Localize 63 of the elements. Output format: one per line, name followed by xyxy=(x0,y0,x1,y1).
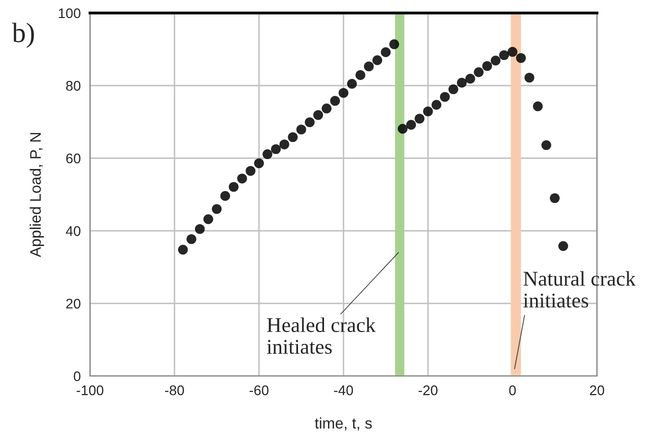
y-tick-label: 100 xyxy=(58,8,80,18)
point xyxy=(228,182,239,192)
point xyxy=(203,214,214,224)
point xyxy=(270,144,281,154)
point xyxy=(246,166,256,176)
point xyxy=(304,117,315,128)
point xyxy=(432,100,442,110)
x-tick-label: -100 xyxy=(76,385,104,396)
point xyxy=(532,101,543,112)
point xyxy=(406,120,416,130)
point xyxy=(338,88,348,98)
point xyxy=(465,74,476,84)
point xyxy=(482,61,492,71)
point xyxy=(296,124,306,134)
point xyxy=(380,47,391,58)
x-tick-label: -80 xyxy=(165,385,184,396)
point xyxy=(212,204,222,214)
y-tick-label: 60 xyxy=(66,154,80,164)
y-tick-label: 20 xyxy=(66,298,80,309)
point xyxy=(499,50,509,60)
x-tick-label: 0 xyxy=(509,385,516,396)
point xyxy=(448,84,458,94)
point xyxy=(237,174,248,184)
point xyxy=(347,78,357,89)
point xyxy=(389,39,400,50)
point xyxy=(474,67,484,78)
point xyxy=(322,104,332,114)
point xyxy=(279,139,290,150)
x-axis-title: time, t, s xyxy=(314,417,372,430)
point xyxy=(254,158,264,168)
x-tick-label: -60 xyxy=(250,385,268,396)
point xyxy=(178,244,188,255)
point xyxy=(524,72,534,83)
point xyxy=(364,61,374,72)
point xyxy=(194,224,205,234)
x-tick-label: -20 xyxy=(418,385,438,396)
point xyxy=(456,78,467,88)
point xyxy=(372,55,382,66)
y-axis-title: Applied Load, P, N xyxy=(30,133,44,258)
y-tick-label: 80 xyxy=(66,80,80,91)
annotation: Healed crack initiates xyxy=(266,317,376,354)
point xyxy=(516,53,526,63)
point xyxy=(262,149,272,160)
point xyxy=(186,234,196,244)
point xyxy=(550,193,560,204)
point xyxy=(508,46,518,57)
x-tick-label: -40 xyxy=(334,385,353,396)
point xyxy=(330,96,340,106)
point xyxy=(355,70,366,80)
point xyxy=(220,191,230,201)
point xyxy=(313,110,324,120)
point xyxy=(490,56,501,66)
x-tick-label: 20 xyxy=(590,385,604,396)
point xyxy=(398,124,408,134)
point xyxy=(288,132,298,142)
point xyxy=(558,241,568,251)
y-tick-label: 40 xyxy=(66,226,80,236)
y-tick-label: 0 xyxy=(74,371,80,382)
point xyxy=(414,114,424,124)
point xyxy=(423,106,433,116)
point xyxy=(440,92,450,102)
text: b) xyxy=(12,22,34,48)
point xyxy=(541,140,552,150)
